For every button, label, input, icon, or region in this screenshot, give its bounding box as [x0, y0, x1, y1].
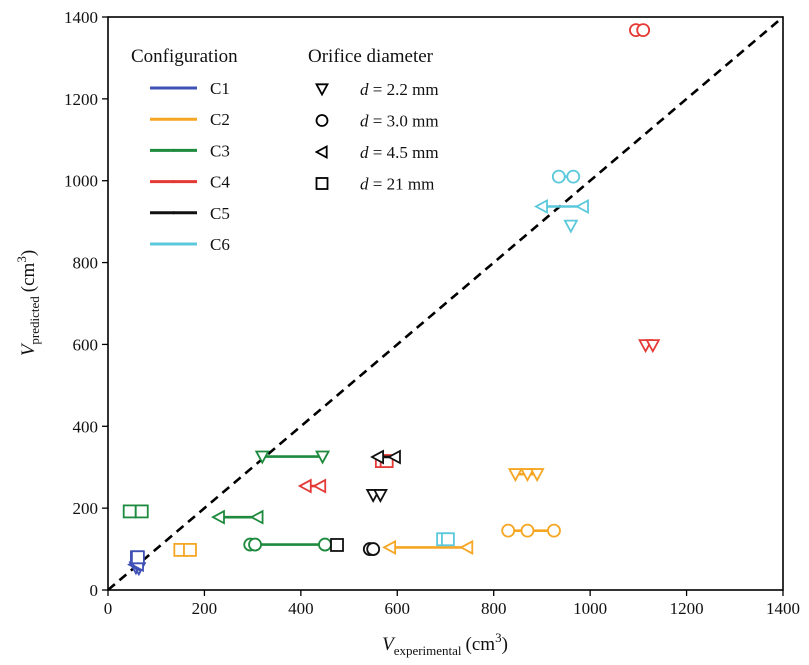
series-C5	[330, 449, 401, 556]
legend-orifice-label: d = 3.0 mm	[360, 112, 439, 131]
marker-circle	[551, 169, 566, 184]
x-tick-label: 400	[288, 599, 314, 618]
legend-label-C3: C3	[210, 141, 230, 160]
legend-configuration: Configuration C1 C2 C3 C4 C5 C6	[131, 46, 238, 254]
legend-label-C4: C4	[210, 173, 230, 192]
marker-triangle-down	[529, 468, 545, 483]
marker-square	[134, 504, 149, 519]
legend-dot-C5	[172, 211, 175, 215]
y-axis-ticks: 0 200 400 600 800 1000 1200 1400	[64, 8, 108, 600]
x-tick-label: 1400	[766, 599, 800, 618]
legend-dot-C2	[172, 117, 175, 121]
y-tick-label: 0	[90, 581, 99, 600]
legend-orifice-label: d = 4.5 mm	[360, 143, 439, 162]
legend-label-C5: C5	[210, 204, 230, 223]
y-tick-label: 1000	[64, 172, 98, 191]
legend-item-C3: C3	[150, 141, 230, 160]
x-tick-label: 1000	[573, 599, 607, 618]
marker-triangle-left	[382, 539, 397, 555]
legend-dot-C3	[172, 148, 175, 152]
series-C6	[436, 169, 589, 547]
series-C1	[127, 550, 147, 577]
reference-line	[107, 16, 784, 591]
marker-triangle-left	[459, 539, 474, 555]
legend-orifice: Orifice diameter d = 2.2 mm d = 3.0 mm d =…	[308, 46, 439, 194]
series-C4	[297, 23, 661, 494]
plot-frame	[107, 16, 784, 591]
marker-square	[330, 538, 344, 552]
marker-triangle-down	[645, 339, 661, 354]
marker-triangle-down	[519, 468, 535, 483]
legend-orifice-item: d = 2.2 mm	[314, 80, 439, 99]
legend-orifice-label: d = 21 mm	[360, 175, 434, 194]
legend-dot-C1	[172, 86, 175, 90]
marker-triangle-left	[534, 198, 548, 215]
marker-triangle-left	[575, 198, 589, 215]
marker-square	[122, 504, 137, 519]
marker-triangle-down	[254, 450, 270, 465]
marker-triangle-left	[297, 478, 312, 494]
x-tick-label: 600	[385, 599, 411, 618]
legend-item-C1: C1	[150, 79, 230, 98]
legend-dot-C6	[172, 242, 175, 246]
legend-item-C6: C6	[150, 235, 230, 254]
marker-circle	[520, 523, 535, 538]
marker-triangle-left	[249, 509, 264, 525]
legend-orifice-item: d = 21 mm	[315, 175, 434, 194]
marker-triangle-left	[312, 478, 327, 494]
series-C3	[122, 450, 332, 552]
series-layer	[122, 23, 661, 577]
marker-circle	[318, 537, 332, 552]
legend-item-C4: C4	[150, 173, 230, 192]
y-tick-label: 200	[73, 499, 99, 518]
legend-orifice-title: Orifice diameter	[308, 46, 434, 67]
marker-circle	[315, 114, 329, 127]
marker-square	[315, 177, 329, 190]
y-axis-label: Vpredicted(cm3)	[14, 250, 42, 356]
marker-triangle-left	[370, 449, 385, 465]
y-tick-label: 1400	[64, 8, 98, 27]
marker-circle	[566, 169, 581, 184]
legend-label-C6: C6	[210, 235, 230, 254]
legend-orifice-item: d = 3.0 mm	[315, 112, 439, 131]
marker-triangle-left	[211, 509, 225, 525]
y-tick-label: 800	[73, 254, 99, 273]
marker-circle	[248, 537, 262, 552]
legend-orifice-item: d = 4.5 mm	[314, 143, 439, 162]
marker-circle	[366, 542, 381, 556]
x-tick-label: 800	[481, 599, 507, 618]
legend-item-C5: C5	[150, 204, 230, 223]
series-C2	[173, 468, 561, 557]
marker-circle	[501, 523, 516, 538]
legend-label-C2: C2	[210, 110, 230, 129]
x-axis-ticks: 0 200 400 600 800 1000 1200 1400	[104, 590, 800, 618]
marker-triangle-left	[386, 449, 401, 465]
marker-square	[183, 542, 197, 557]
x-tick-label: 200	[192, 599, 218, 618]
y-tick-label: 1200	[64, 90, 98, 109]
marker-square	[130, 550, 145, 565]
legend-dot-C4	[172, 180, 175, 184]
marker-triangle-down	[372, 489, 388, 503]
legend-configuration-title: Configuration	[131, 46, 238, 67]
y-tick-label: 400	[73, 417, 99, 436]
legend-label-C1: C1	[210, 79, 230, 98]
y-tick-label: 600	[73, 335, 99, 354]
marker-circle	[547, 523, 561, 538]
marker-triangle-left	[314, 144, 328, 160]
x-tick-label: 0	[104, 599, 113, 618]
x-tick-label: 1200	[670, 599, 704, 618]
legend-item-C2: C2	[150, 110, 230, 129]
marker-triangle-down	[314, 83, 330, 97]
marker-triangle-down	[563, 219, 579, 234]
marker-triangle-down	[507, 468, 523, 483]
x-axis-label: Vexperimental (cm3)	[382, 630, 508, 658]
marker-square	[441, 532, 455, 547]
legend-orifice-label: d = 2.2 mm	[360, 80, 439, 99]
marker-circle	[636, 23, 651, 37]
marker-triangle-down	[315, 450, 331, 465]
